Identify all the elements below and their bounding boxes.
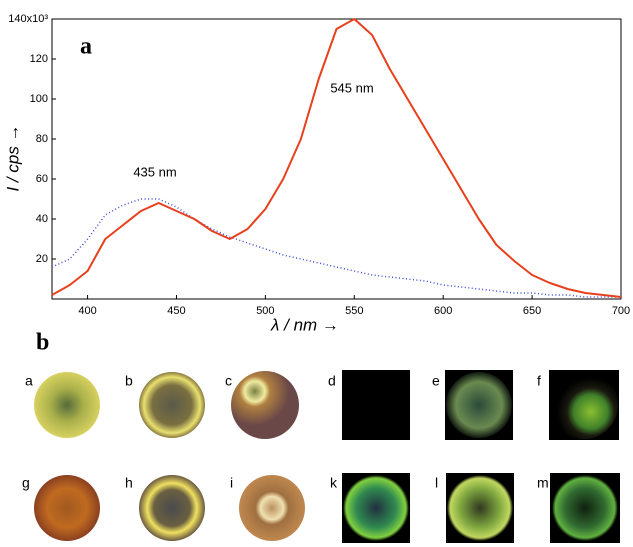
image-label: k bbox=[330, 475, 338, 491]
photo bbox=[34, 475, 100, 541]
x-tick-label: 700 bbox=[612, 305, 630, 317]
photo bbox=[139, 475, 205, 541]
image-label: c bbox=[225, 373, 232, 389]
image-label: l bbox=[435, 475, 438, 491]
x-tick-label: 500 bbox=[256, 305, 274, 317]
image-label: f bbox=[537, 373, 541, 389]
x-tick-label: 450 bbox=[167, 305, 185, 317]
image-label: e bbox=[432, 373, 440, 389]
image-label: g bbox=[22, 475, 30, 491]
panel-label: b bbox=[36, 330, 49, 356]
photo bbox=[34, 372, 100, 438]
image-label: b bbox=[125, 373, 133, 389]
y-tick-label: 140x10³ bbox=[8, 13, 48, 25]
photos bbox=[34, 370, 620, 543]
photo bbox=[343, 475, 409, 541]
photo bbox=[550, 371, 618, 439]
annotation: 545 nm bbox=[330, 80, 373, 95]
x-axis-label: λ / nm → bbox=[270, 315, 339, 334]
plot-frame bbox=[51, 18, 622, 300]
x-tick-label: 650 bbox=[523, 305, 541, 317]
image-label: m bbox=[537, 475, 549, 491]
y-axis-label: I / cps → bbox=[3, 124, 22, 191]
y-tick-label: 120 bbox=[30, 53, 48, 65]
photo bbox=[342, 370, 410, 440]
image-label: d bbox=[328, 373, 336, 389]
photo bbox=[139, 372, 205, 438]
y-tick-label: 100 bbox=[30, 93, 48, 105]
y-tick-label: 60 bbox=[36, 173, 48, 185]
image-label: h bbox=[125, 475, 133, 491]
panel-label: a bbox=[80, 34, 92, 60]
annotation: 435 nm bbox=[133, 164, 176, 179]
photo bbox=[239, 475, 305, 541]
image-label: i bbox=[230, 475, 233, 491]
photo bbox=[447, 475, 513, 541]
photo bbox=[446, 372, 512, 438]
photo bbox=[231, 371, 299, 439]
y-tick-label: 80 bbox=[36, 133, 48, 145]
image-label: a bbox=[25, 373, 33, 389]
x-tick-label: 400 bbox=[78, 305, 96, 317]
x-tick-label: 550 bbox=[345, 305, 363, 317]
x-tick-label: 600 bbox=[434, 305, 452, 317]
photo bbox=[552, 475, 618, 541]
y-tick-label: 20 bbox=[36, 253, 48, 265]
series-line bbox=[51, 18, 622, 298]
y-tick-label: 40 bbox=[36, 213, 48, 225]
